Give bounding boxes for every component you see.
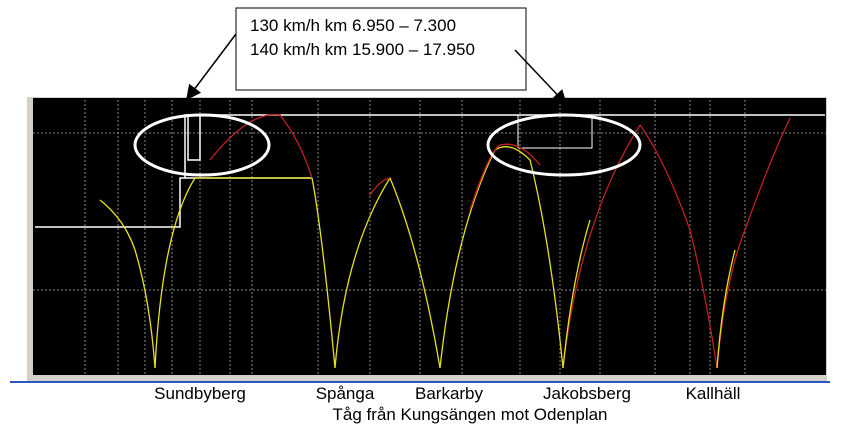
station-label: Sundbyberg — [154, 384, 246, 403]
speed-curve — [439, 146, 564, 369]
speed-curve — [99, 199, 156, 369]
plot-area — [33, 98, 826, 375]
speed-curve — [209, 113, 313, 179]
annotation-line: 140 km/h km 15.900 – 17.950 — [250, 40, 475, 59]
speed-curve — [469, 143, 541, 211]
speed-curve — [716, 249, 736, 369]
annotation-arrow — [186, 33, 237, 101]
annotation-line: 130 km/h km 6.950 – 7.300 — [250, 16, 456, 35]
station-label: Kallhäll — [686, 384, 741, 403]
station-label: Jakobsberg — [543, 384, 631, 403]
speed-curve — [562, 124, 718, 369]
speed-profile — [99, 113, 791, 369]
highlight-ellipse — [486, 113, 642, 177]
annotation-arrow — [514, 49, 568, 106]
caption: Tåg från Kungsängen mot Odenplan — [332, 405, 607, 424]
speed-curve — [716, 117, 791, 369]
speed-curve — [154, 177, 336, 369]
station-label: Spånga — [316, 384, 375, 403]
station-label: Barkarby — [415, 384, 484, 403]
speed-curve — [562, 219, 591, 369]
highlight-ellipse — [133, 113, 271, 177]
speed-curve — [369, 177, 391, 196]
annotation-box — [235, 7, 527, 91]
